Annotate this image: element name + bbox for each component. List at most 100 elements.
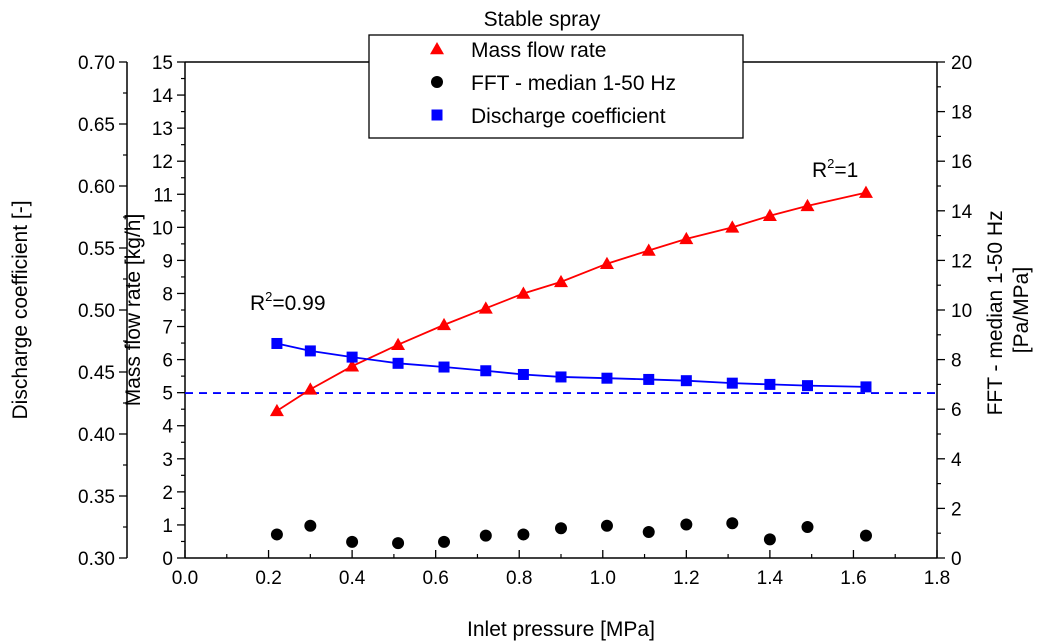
annotation-superscript: 2 bbox=[827, 156, 834, 171]
fft-marker bbox=[392, 537, 405, 550]
fft-tick-label: 6 bbox=[951, 400, 962, 421]
discharge-marker bbox=[438, 361, 450, 373]
mass-tick-label: 1 bbox=[162, 516, 173, 537]
fft-marker bbox=[600, 519, 613, 532]
fft-tick-label: 10 bbox=[951, 301, 972, 322]
discharge-marker bbox=[346, 351, 358, 363]
chart-title: Stable spray bbox=[484, 8, 601, 31]
discharge-marker bbox=[860, 381, 872, 393]
discharge-marker bbox=[480, 365, 492, 377]
mass-flow-marker bbox=[430, 42, 444, 55]
x-tick-label: 1.4 bbox=[757, 568, 784, 589]
annotation-rest: =0.99 bbox=[272, 292, 325, 315]
fft-tick-label: 16 bbox=[951, 152, 972, 173]
fft-marker bbox=[763, 533, 776, 546]
discharge-marker bbox=[643, 373, 655, 385]
mass-tick-label: 10 bbox=[152, 218, 173, 239]
discharge-tick-label: 0.70 bbox=[78, 53, 115, 74]
discharge-tick-label: 0.40 bbox=[78, 425, 115, 446]
discharge-tick-label: 0.30 bbox=[78, 549, 115, 570]
fft-marker bbox=[346, 535, 359, 548]
fft-marker bbox=[680, 518, 693, 531]
mass-tick-label: 12 bbox=[152, 152, 173, 173]
fft-marker bbox=[859, 529, 872, 542]
mass-flow-marker bbox=[391, 337, 406, 350]
mass-tick-label: 15 bbox=[152, 53, 173, 74]
fit-line bbox=[276, 342, 866, 388]
x-tick-label: 1.0 bbox=[590, 568, 616, 589]
mass-flow-marker bbox=[478, 301, 493, 314]
fit-lines bbox=[276, 191, 867, 412]
x-axis-title: Inlet pressure [MPa] bbox=[467, 618, 655, 641]
x-tick-label: 0.2 bbox=[255, 568, 281, 589]
mass-tick-label: 11 bbox=[153, 185, 173, 206]
fft-axis: 0 2 4 6 8 10 12 14 16 18 20 bbox=[937, 53, 973, 570]
discharge-marker bbox=[726, 377, 738, 389]
mass-tick-label: 13 bbox=[152, 119, 173, 140]
fft-tick-label: 14 bbox=[951, 202, 973, 223]
discharge-marker bbox=[392, 357, 404, 369]
discharge-tick-label: 0.50 bbox=[78, 301, 115, 322]
discharge-marker bbox=[517, 368, 529, 380]
fft-marker bbox=[801, 521, 814, 533]
fft-tick-label: 18 bbox=[951, 103, 972, 124]
x-tick-label: 1.6 bbox=[840, 568, 866, 589]
legend-entry-label: FFT - median 1-50 Hz bbox=[471, 72, 676, 95]
data-markers bbox=[269, 185, 873, 550]
x-tick-label: 0.8 bbox=[506, 568, 532, 589]
x-tick-label: 0.6 bbox=[422, 568, 448, 589]
mass-flow-marker bbox=[437, 317, 452, 331]
fft-marker bbox=[438, 535, 451, 548]
discharge-tick-label: 0.65 bbox=[78, 115, 115, 136]
fft-axis-title: FFT - median 1-50 Hz [Pa/MPa] bbox=[984, 205, 1033, 416]
fft-marker bbox=[555, 522, 567, 535]
mass-tick-label: 9 bbox=[162, 251, 173, 272]
annotation-superscript: 2 bbox=[265, 289, 272, 304]
fft-marker bbox=[270, 528, 283, 541]
mass-flow-marker bbox=[269, 403, 284, 417]
x-tick-label: 1.8 bbox=[924, 568, 950, 589]
x-tick-label: 0.4 bbox=[339, 568, 366, 589]
fft-marker bbox=[726, 517, 739, 530]
x-tick-label: 0.0 bbox=[172, 568, 198, 589]
discharge-marker bbox=[801, 380, 813, 392]
fft-tick-label: 8 bbox=[951, 351, 962, 372]
mass-flow-marker bbox=[303, 382, 318, 395]
discharge-tick-label: 0.55 bbox=[78, 239, 115, 260]
mass-tick-label: 7 bbox=[162, 318, 173, 339]
mass-tick-label: 0 bbox=[162, 549, 173, 570]
mass-tick-label: 3 bbox=[162, 450, 173, 471]
mass-flow-marker bbox=[725, 220, 740, 233]
r-squared-annotation: R2=1 bbox=[812, 156, 858, 182]
discharge-tick-label: 0.45 bbox=[78, 363, 115, 384]
fft-axis-title-line1: FFT - median 1-50 Hz bbox=[984, 210, 1007, 415]
fft-tick-label: 20 bbox=[951, 53, 972, 74]
mass-tick-label: 14 bbox=[152, 86, 174, 107]
discharge-tick-label: 0.35 bbox=[78, 487, 115, 508]
discharge-marker bbox=[304, 345, 316, 357]
mass-tick-label: 2 bbox=[162, 483, 173, 504]
fft-tick-label: 4 bbox=[951, 450, 962, 471]
mass-axis-title: Mass flow rate [kg/h] bbox=[122, 214, 145, 407]
mass-tick-label: 6 bbox=[162, 351, 173, 372]
legend: Mass flow rate FFT - median 1-50 Hz Discha… bbox=[368, 34, 744, 139]
mass-tick-label: 8 bbox=[162, 284, 173, 305]
mass-flow-marker bbox=[762, 208, 777, 222]
mass-flow-marker bbox=[641, 243, 656, 256]
discharge-marker bbox=[431, 109, 443, 121]
fft-marker bbox=[479, 529, 492, 542]
annotation-rest: =1 bbox=[834, 159, 858, 182]
annotation-base: R bbox=[250, 292, 265, 315]
mass-flow-marker bbox=[516, 286, 531, 299]
fft-marker bbox=[304, 519, 317, 532]
mass-flow-marker bbox=[554, 274, 568, 288]
mass-tick-label: 5 bbox=[162, 384, 173, 405]
mass-flow-marker bbox=[345, 359, 360, 372]
x-tick-label: 1.2 bbox=[673, 568, 699, 589]
fft-marker bbox=[642, 525, 655, 538]
annotation-base: R bbox=[812, 159, 827, 182]
legend-entry-label: Discharge coefficient bbox=[471, 105, 666, 128]
